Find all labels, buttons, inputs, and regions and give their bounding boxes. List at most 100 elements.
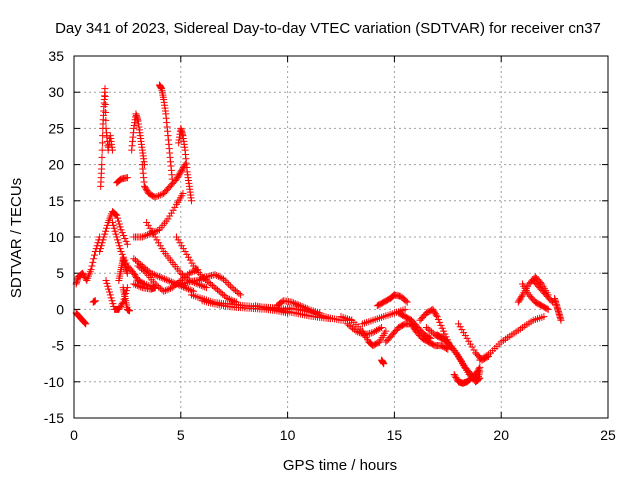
data-point xyxy=(115,177,123,185)
data-point xyxy=(164,276,172,284)
y-tick-label: 20 xyxy=(48,157,64,173)
data-point xyxy=(430,307,438,315)
series-arc-43 xyxy=(529,276,556,306)
data-point xyxy=(79,269,87,277)
data-point xyxy=(357,329,365,337)
data-point xyxy=(197,282,205,290)
data-point xyxy=(141,184,149,192)
data-point xyxy=(173,233,181,241)
series-arc-07 xyxy=(96,208,131,255)
data-point xyxy=(137,265,145,273)
data-point xyxy=(186,256,194,264)
data-point xyxy=(117,303,125,311)
data-point xyxy=(90,255,98,263)
data-point xyxy=(217,289,225,297)
data-point xyxy=(212,284,220,292)
data-point xyxy=(115,220,123,228)
data-point xyxy=(230,285,238,293)
data-point xyxy=(166,277,174,285)
data-point xyxy=(443,344,451,352)
data-point xyxy=(81,319,89,327)
data-point xyxy=(450,371,458,379)
data-point xyxy=(410,324,418,332)
data-point xyxy=(380,360,388,368)
data-point xyxy=(220,275,228,283)
data-point xyxy=(157,274,165,282)
data-point xyxy=(174,236,182,244)
series-arc-42 xyxy=(519,280,552,313)
data-point xyxy=(343,320,351,328)
data-point xyxy=(544,305,552,313)
data-point xyxy=(114,217,122,225)
data-point xyxy=(153,236,161,244)
data-point xyxy=(116,304,124,312)
data-point xyxy=(228,284,236,292)
data-point xyxy=(130,255,138,263)
data-point xyxy=(516,295,524,303)
x-axis-label: GPS time / hours xyxy=(283,457,397,474)
data-point xyxy=(140,232,148,240)
data-point xyxy=(290,299,298,307)
series-arc-01 xyxy=(72,233,104,288)
data-point xyxy=(172,281,180,289)
data-point xyxy=(96,245,104,253)
data-point xyxy=(160,287,168,295)
data-point xyxy=(136,263,144,271)
data-point xyxy=(169,206,177,214)
data-point xyxy=(199,274,207,282)
data-point xyxy=(117,226,125,234)
data-point xyxy=(221,277,229,285)
data-point xyxy=(408,321,416,329)
data-point xyxy=(135,282,143,290)
data-point xyxy=(91,251,99,259)
series-arc-34 xyxy=(407,320,452,353)
data-point xyxy=(184,253,192,261)
data-point xyxy=(116,245,124,253)
data-point xyxy=(99,132,107,140)
series-arc-44 xyxy=(551,295,565,324)
data-point xyxy=(143,219,151,227)
data-point xyxy=(181,284,189,292)
data-point xyxy=(132,274,140,282)
series-arc-21 xyxy=(177,271,245,299)
data-point xyxy=(472,369,480,377)
data-point xyxy=(199,282,207,290)
data-point xyxy=(179,190,187,198)
data-point xyxy=(229,297,237,305)
data-point xyxy=(237,291,245,299)
data-point xyxy=(149,270,157,278)
data-point xyxy=(144,221,152,229)
data-point xyxy=(137,283,145,291)
data-point xyxy=(164,215,172,223)
data-point xyxy=(156,191,164,199)
data-point xyxy=(116,223,124,231)
data-point xyxy=(97,242,105,250)
data-point xyxy=(184,285,192,293)
data-point xyxy=(156,284,164,292)
data-point xyxy=(148,227,156,235)
data-point xyxy=(203,277,211,285)
data-point xyxy=(156,242,164,250)
data-point xyxy=(123,240,131,248)
data-point xyxy=(159,274,167,282)
data-point xyxy=(233,288,241,296)
data-point xyxy=(155,192,163,200)
data-point xyxy=(151,193,159,201)
data-point xyxy=(452,373,460,381)
data-point xyxy=(115,242,123,250)
data-point xyxy=(382,327,390,335)
data-point xyxy=(151,284,159,292)
data-point xyxy=(141,268,149,276)
data-point xyxy=(376,325,384,333)
data-point xyxy=(105,288,113,296)
x-tick-label: 0 xyxy=(70,427,78,443)
grid xyxy=(74,56,608,418)
data-point xyxy=(101,101,109,109)
data-point xyxy=(106,291,114,299)
x-tick-label: 5 xyxy=(177,427,185,443)
data-point xyxy=(378,324,386,331)
data-point xyxy=(291,300,299,308)
y-tick-label: 35 xyxy=(48,48,64,64)
data-point xyxy=(205,279,213,287)
data-point xyxy=(155,283,163,291)
